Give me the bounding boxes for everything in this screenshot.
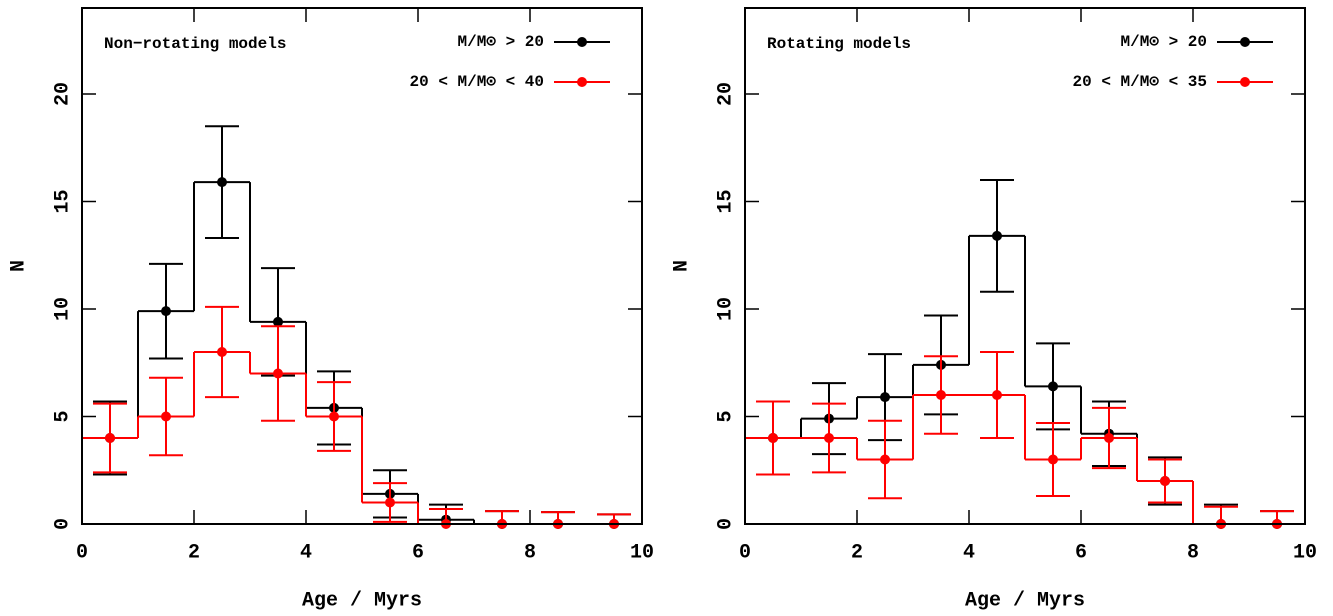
annotation: Rotating models: [767, 35, 911, 53]
point: [105, 433, 115, 443]
y-tick-label: 10: [51, 297, 74, 321]
x-tick-label: 8: [1187, 541, 1199, 564]
y-tick-label: 5: [714, 410, 737, 422]
point: [1160, 476, 1170, 486]
point: [217, 177, 227, 188]
point: [1048, 454, 1058, 465]
x-axis-label: Age / Myrs: [302, 589, 422, 612]
legend-label: M/M⊙ > 20: [1121, 33, 1207, 51]
x-axis-label: Age / Myrs: [965, 589, 1085, 612]
y-tick-label: 15: [51, 189, 74, 213]
y-tick-label: 10: [714, 297, 737, 321]
x-tick-label: 8: [524, 541, 536, 564]
point: [161, 411, 171, 422]
legend-marker: [577, 77, 587, 87]
x-tick-label: 2: [188, 541, 200, 564]
x-tick-label: 6: [412, 541, 424, 564]
point: [217, 347, 227, 357]
y-tick-label: 15: [714, 189, 737, 213]
point: [880, 392, 890, 403]
legend-marker: [577, 37, 587, 47]
point: [161, 306, 171, 317]
y-tick-label: 20: [51, 82, 74, 106]
x-tick-label: 6: [1075, 541, 1087, 564]
legend-label: 20 < M/M⊙ < 40: [410, 73, 544, 91]
y-tick-label: 5: [51, 410, 74, 422]
y-tick-label: 0: [51, 518, 74, 530]
x-tick-label: 2: [851, 541, 863, 564]
point: [992, 230, 1002, 241]
point: [273, 316, 283, 327]
x-tick-label: 10: [630, 541, 654, 564]
x-tick-label: 0: [76, 541, 88, 564]
legend-marker: [1240, 37, 1250, 47]
point: [273, 368, 283, 379]
point: [992, 390, 1002, 400]
point: [385, 497, 395, 508]
y-axis-label: N: [7, 260, 30, 272]
point: [329, 411, 339, 422]
legend-label: M/M⊙ > 20: [458, 33, 544, 51]
point: [1048, 381, 1058, 392]
y-tick-label: 0: [714, 518, 737, 530]
legend-label: 20 < M/M⊙ < 35: [1073, 73, 1207, 91]
x-tick-label: 0: [739, 541, 751, 564]
annotation: Non−rotating models: [104, 35, 286, 53]
x-tick-label: 4: [963, 541, 975, 564]
point: [1104, 433, 1114, 443]
x-tick-label: 4: [300, 541, 312, 564]
y-axis-label: N: [670, 260, 693, 272]
x-tick-label: 10: [1293, 541, 1317, 564]
point: [768, 433, 778, 443]
legend-marker: [1240, 77, 1250, 87]
point: [936, 390, 946, 400]
y-tick-label: 20: [714, 82, 737, 106]
point: [824, 433, 834, 443]
plot-frame: [744, 7, 1306, 525]
point: [880, 454, 890, 465]
plot-frame: [81, 7, 643, 525]
